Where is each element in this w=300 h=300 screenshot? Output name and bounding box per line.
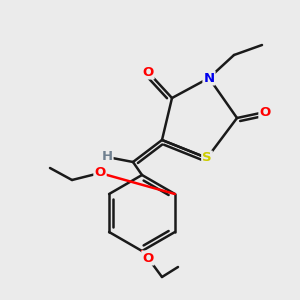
Text: O: O xyxy=(142,251,154,265)
Text: O: O xyxy=(94,167,106,179)
Text: S: S xyxy=(202,152,212,164)
Text: O: O xyxy=(260,106,271,118)
Text: H: H xyxy=(101,151,112,164)
Text: O: O xyxy=(142,65,154,79)
Text: N: N xyxy=(203,71,214,85)
